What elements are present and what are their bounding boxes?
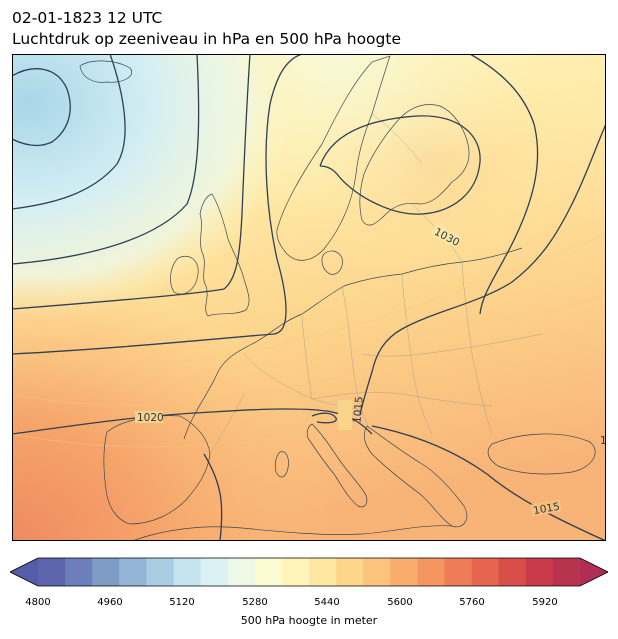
colorbar-swatch [146,558,175,586]
isobar-label-1020: 1020 [137,412,164,424]
colorbar-swatch [444,558,473,586]
isobar-label-edge: 1 [600,435,606,447]
colorbar-tick: 5600 [387,597,413,608]
colorbar-swatch [173,558,202,586]
colorbar-swatch [227,558,256,586]
colorbar-tick: 5760 [459,597,485,608]
colorbar-tick: 4960 [97,597,123,608]
colorbar-swatch [336,558,364,586]
colorbar-swatch [65,558,93,586]
colorbar-tick: 4800 [25,597,51,608]
colorbar-swatch [417,558,446,586]
colorbar-swatch [281,558,310,586]
colorbar-tick: 5440 [314,597,340,608]
map-border [12,54,606,541]
colorbar-swatch [363,558,391,586]
colorbar-swatch [92,558,120,586]
colorbar-swatch [525,558,554,586]
colorbar-label: 500 hPa hoogte in meter [240,614,378,627]
colorbar [9,556,609,590]
map-title: Luchtdruk op zeeniveau in hPa en 500 hPa… [12,30,401,48]
isobar-labels: 1030 1020 1015 1015 1 [135,224,607,517]
colorbar-extend-high [580,558,608,586]
colorbar-swatch [254,558,283,586]
colorbar-swatch [471,558,500,586]
colorbar-swatch [309,558,337,586]
isobars [11,53,607,542]
colorbar-swatch [119,558,147,586]
map-datetime: 02-01-1823 12 UTC [12,9,163,27]
colorbar-swatch [390,558,418,586]
colorbar-swatch [38,558,66,586]
weather-map: 1030 1020 1015 1015 1 [11,53,607,542]
colorbar-extend-low [10,558,38,586]
coastlines [79,55,596,542]
isobar-label-1015a: 1015 [351,396,365,424]
colorbar-tick: 5120 [169,597,195,608]
colorbar-tick: 5920 [532,597,558,608]
colorbar-swatch [552,558,581,586]
colorbar-tick: 5280 [242,597,268,608]
colorbar-swatch [200,558,229,586]
colorbar-swatch [498,558,527,586]
isobar-label-1015b: 1015 [532,501,560,517]
